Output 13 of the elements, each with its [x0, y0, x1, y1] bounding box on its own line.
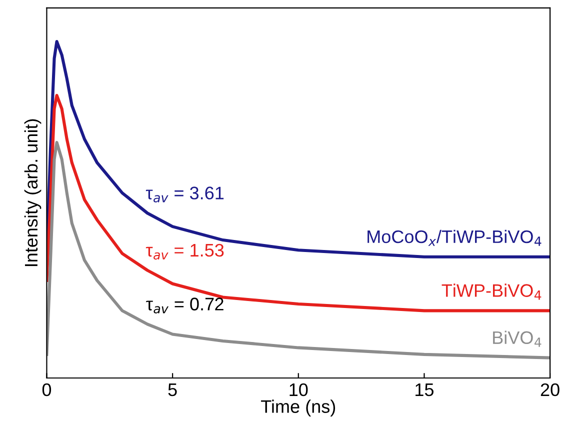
annotation: τ$_{av}$ = 1.53	[146, 244, 224, 260]
series-label: MoCoO$_{x}$/TiWP-BiVO$_{4}$	[368, 230, 542, 246]
series-label: BiVO$_{4}$	[493, 330, 542, 347]
x-axis-title: Time (ns)	[261, 400, 336, 417]
x-tick-label: 15	[416, 384, 434, 396]
annotation: τ$_{av}$ = 3.61	[146, 186, 224, 202]
x-tick-label: 0	[42, 383, 52, 396]
x-tick-label: 20	[540, 383, 560, 396]
x-tick-label: 10	[290, 383, 308, 396]
annotation: τ$_{av}$ = 0.72	[146, 298, 224, 314]
y-axis-title: Intensity (arb. unit)	[24, 119, 42, 266]
x-tick-label: 5	[168, 384, 177, 396]
series-label: TiWP-BiVO$_{4}$	[442, 284, 542, 300]
